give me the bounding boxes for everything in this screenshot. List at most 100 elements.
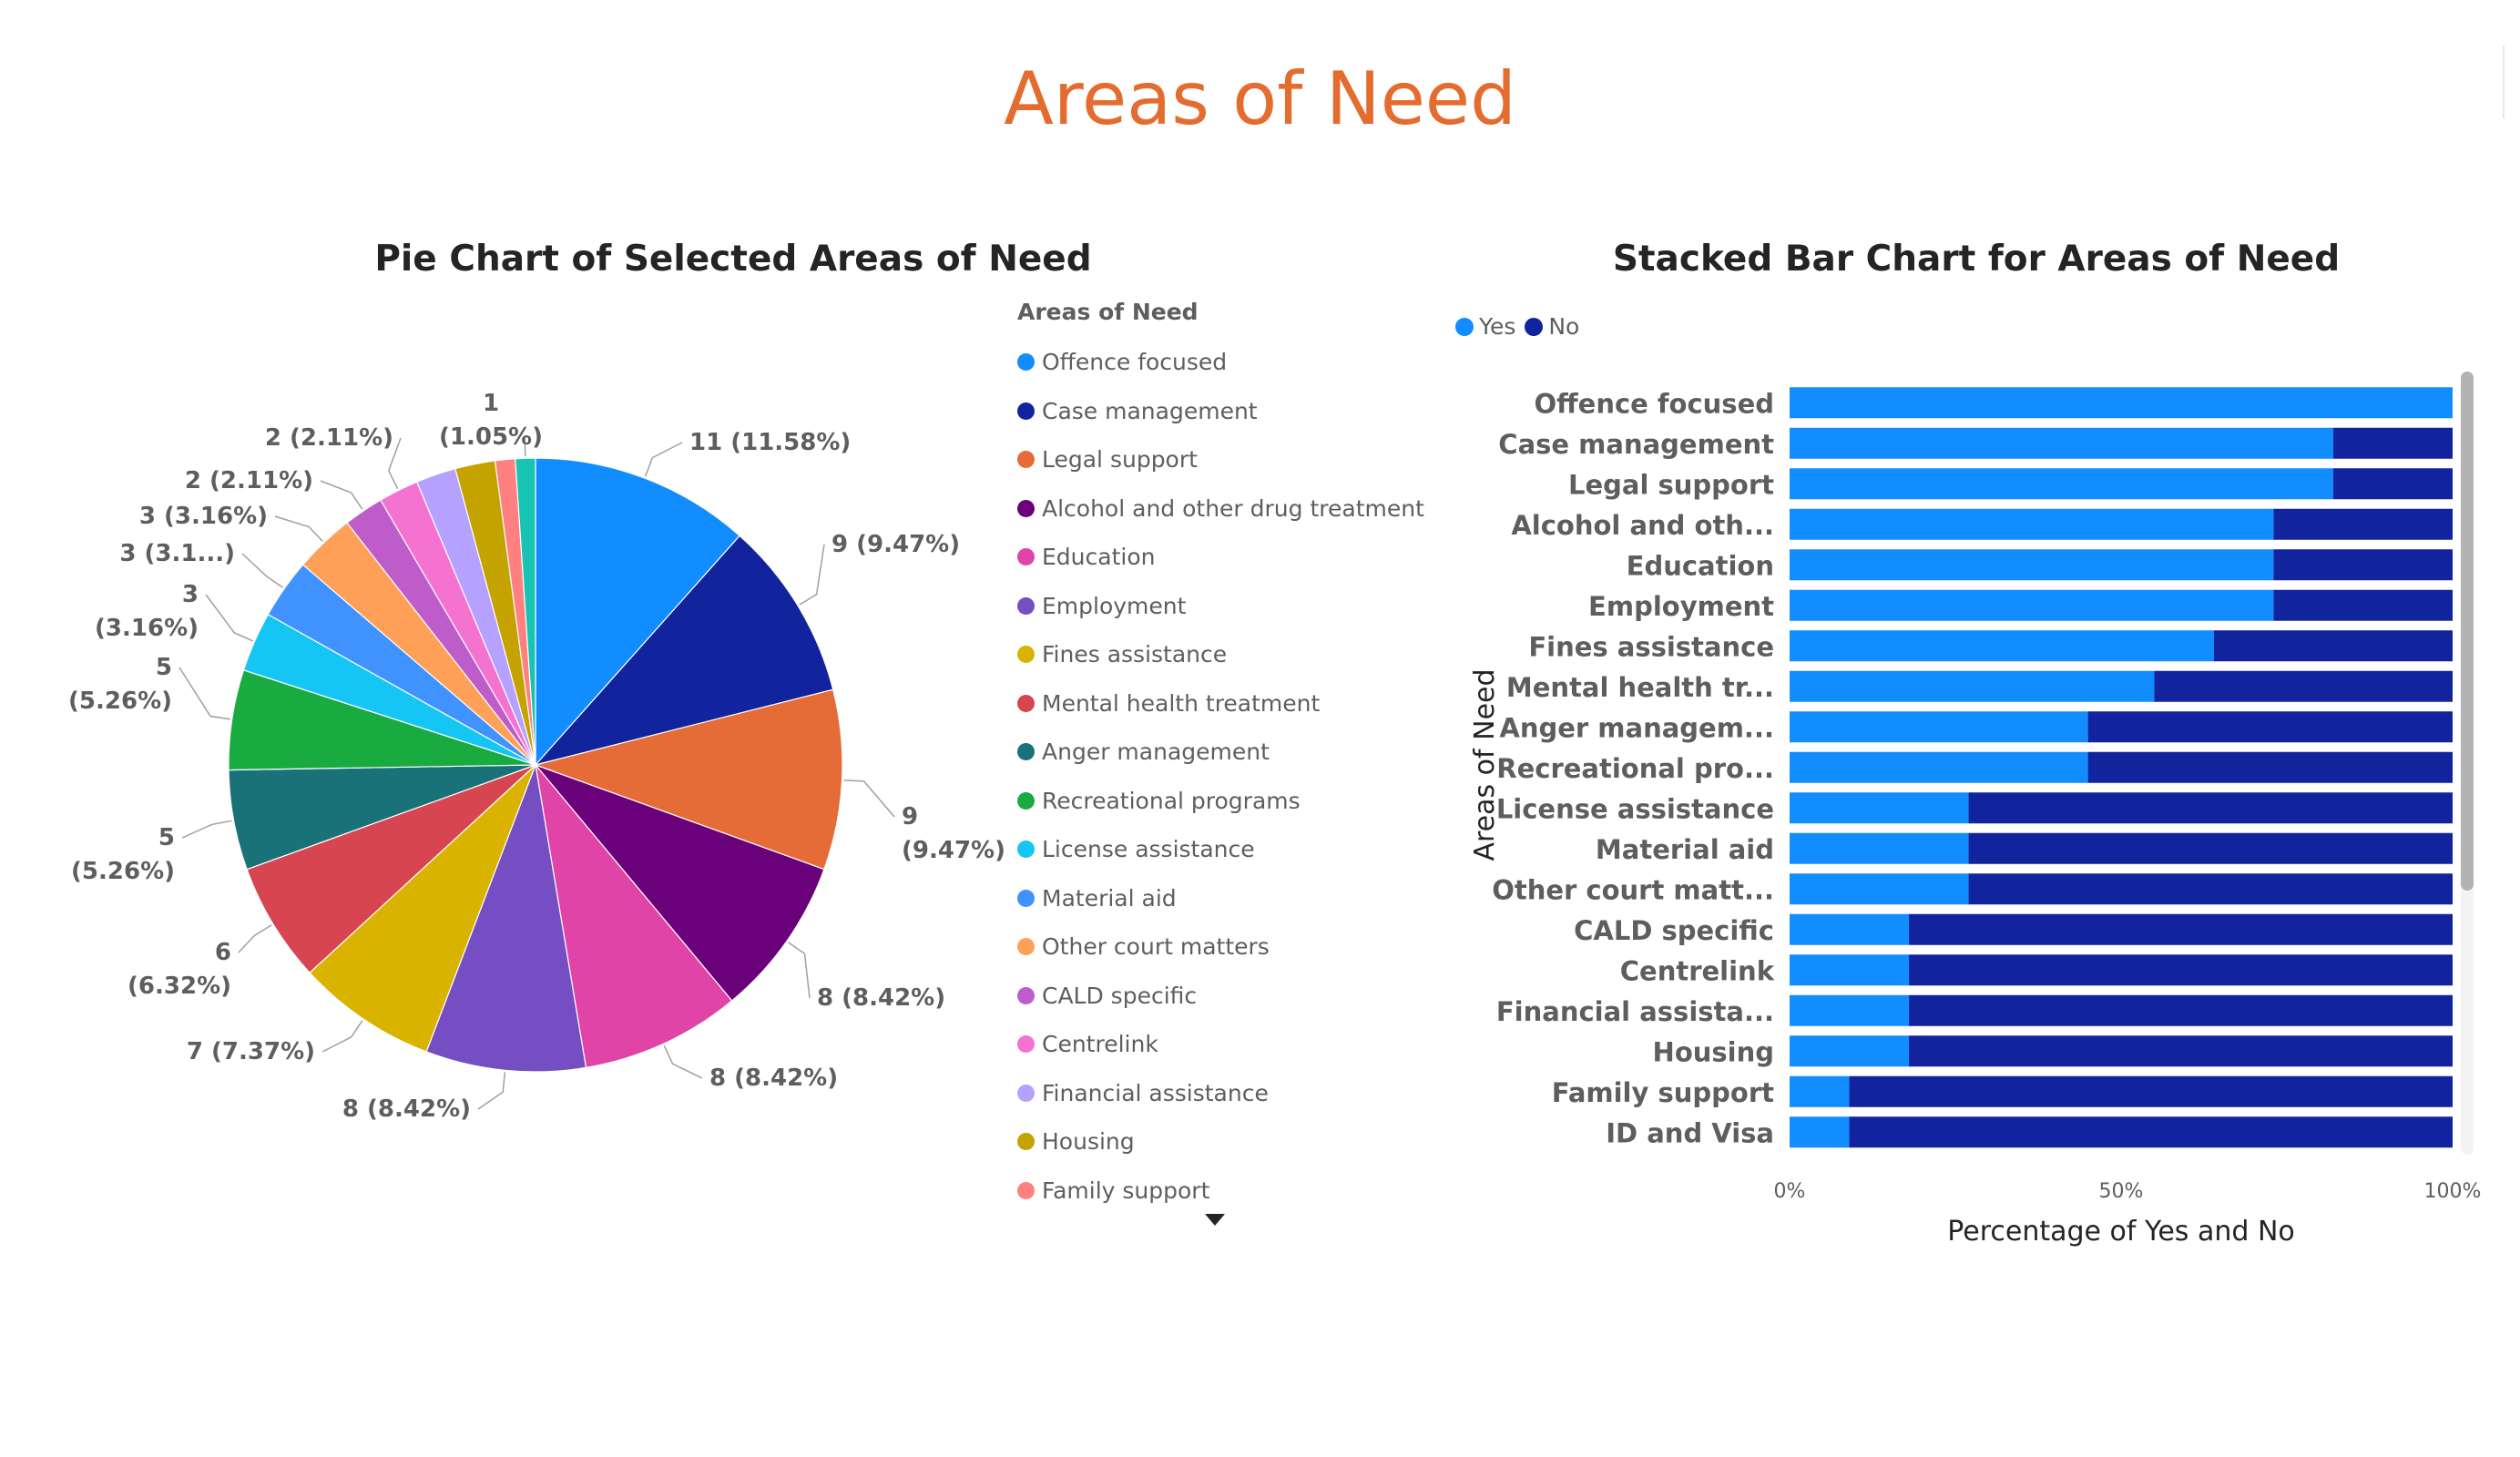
bar-category-label: Other court matt... — [1492, 874, 1774, 905]
legend-item-material-aid[interactable]: Material aid — [1017, 874, 1436, 923]
legend-scroll-down-icon[interactable] — [1205, 1214, 1225, 1226]
bar-category-label: Family support — [1552, 1077, 1774, 1108]
legend-label: Legal support — [1042, 446, 1198, 474]
bar-yes-centrelink[interactable] — [1790, 954, 1910, 986]
pie-slice-offence-focused[interactable] — [535, 457, 740, 767]
pie-slice-alcohol-and-other-drug-treatment[interactable] — [534, 763, 825, 1002]
bar-yes-cald-specific[interactable] — [1790, 913, 1910, 945]
legend-item-housing[interactable]: Housing — [1017, 1117, 1436, 1167]
bar-yes-financial-assista[interactable] — [1790, 994, 1910, 1026]
x-tick-label: 100% — [2424, 1180, 2482, 1203]
bar-yes-other-court-matt[interactable] — [1790, 873, 1969, 905]
bar-yes-case-management[interactable] — [1790, 427, 2333, 459]
legend-label: Financial assistance — [1042, 1079, 1269, 1106]
legend-item-centrelink[interactable]: Centrelink — [1017, 1020, 1436, 1069]
pie-slice-case-management[interactable] — [534, 535, 834, 767]
bar-yes-education[interactable] — [1790, 549, 2274, 581]
bar-no-mental-health-tr[interactable] — [2154, 670, 2453, 702]
bar-yes-mental-health-tr[interactable] — [1790, 670, 2155, 702]
bar-yes-offence-focused[interactable] — [1790, 387, 2453, 419]
pie-data-label: 3 (3.16%) — [95, 581, 199, 642]
pie-slice-mental-health-treatment[interactable] — [246, 764, 536, 974]
bar-yes-employment[interactable] — [1790, 589, 2274, 621]
pie-slice-legal-support[interactable] — [533, 688, 843, 871]
legend-item-education[interactable]: Education — [1017, 533, 1436, 582]
bar-yes-housing[interactable] — [1790, 1035, 1910, 1067]
pie-leader-line — [205, 594, 253, 642]
legend-item-cald-specific[interactable]: CALD specific — [1017, 972, 1436, 1021]
bar-chart-scrollbar-thumb[interactable] — [2461, 372, 2474, 891]
bar-no-id-and-visa[interactable] — [1849, 1116, 2453, 1148]
bar-yes-id-and-visa[interactable] — [1790, 1116, 1850, 1148]
bar-no-anger-managem[interactable] — [2087, 711, 2453, 743]
legend-dot — [1017, 743, 1035, 761]
bar-no-employment[interactable] — [2273, 589, 2453, 621]
pie-slice-fines-assistance[interactable] — [309, 764, 536, 1053]
legend-item-fines-assistance[interactable]: Fines assistance — [1017, 630, 1436, 679]
bar-no-centrelink[interactable] — [1909, 954, 2453, 986]
pie-slice-id-and-visa[interactable] — [515, 457, 536, 766]
bar-no-housing[interactable] — [1909, 1035, 2453, 1067]
legend-dot — [1017, 938, 1035, 956]
bar-no-alcohol-and-oth[interactable] — [2273, 508, 2453, 540]
bar-no-family-support[interactable] — [1849, 1075, 2453, 1107]
bar-no-other-court-matt[interactable] — [1968, 873, 2453, 905]
legend-item-alcohol-and-other-drug-treatment[interactable]: Alcohol and other drug treatment — [1017, 484, 1436, 534]
bar-yes-alcohol-and-oth[interactable] — [1790, 508, 2274, 540]
legend-item-no[interactable]: No — [1525, 313, 1579, 340]
bar-no-fines-assistance[interactable] — [2213, 630, 2453, 662]
legend-dot — [1017, 596, 1035, 615]
bar-no-financial-assista[interactable] — [1909, 994, 2453, 1026]
legend-item-offence-focused[interactable]: Offence focused — [1017, 338, 1436, 387]
legend-dot — [1017, 1035, 1035, 1054]
legend-item-license-assistance[interactable]: License assistance — [1017, 825, 1436, 874]
bar-no-license-assistance[interactable] — [1968, 792, 2453, 824]
pie-data-label: 5 (5.26%) — [71, 824, 175, 885]
legend-item-financial-assistance[interactable]: Financial assistance — [1017, 1069, 1436, 1118]
legend-item-employment[interactable]: Employment — [1017, 582, 1436, 631]
bar-yes-license-assistance[interactable] — [1790, 792, 1969, 824]
pie-slice-education[interactable] — [535, 762, 733, 1069]
bar-yes-family-support[interactable] — [1790, 1075, 1850, 1107]
legend-item-recreational-programs[interactable]: Recreational programs — [1017, 777, 1436, 826]
legend-item-case-management[interactable]: Case management — [1017, 387, 1436, 436]
bar-category-label: License assistance — [1496, 793, 1774, 824]
pie-chart[interactable]: 11 (11.58%) 9 (9.47%) 9 (9.47%) 8 (8.42%) 8 (… — [0, 0, 1011, 1211]
pie-slice-employment[interactable] — [425, 762, 587, 1073]
bar-category-label: Mental health tr... — [1506, 672, 1774, 703]
bar-yes-anger-managem[interactable] — [1790, 711, 2088, 743]
legend-dot — [1017, 1084, 1035, 1102]
bar-no-case-management[interactable] — [2332, 427, 2453, 459]
legend-item-yes[interactable]: Yes — [1455, 313, 1515, 340]
bar-category-label: Recreational pro... — [1496, 753, 1774, 784]
stacked-bar-chart[interactable]: Offence focused Case management Legal supp… — [0, 0, 2520, 1275]
bar-no-education[interactable] — [2273, 549, 2453, 581]
legend-dot — [1017, 694, 1035, 712]
legend-item-family-support[interactable]: Family support — [1017, 1167, 1436, 1216]
bar-category-label: Legal support — [1568, 469, 1774, 500]
bar-yes-material-aid[interactable] — [1790, 832, 1969, 864]
pie-leader-line — [181, 820, 232, 839]
bar-no-cald-specific[interactable] — [1909, 913, 2453, 945]
legend-item-anger-management[interactable]: Anger management — [1017, 728, 1436, 777]
bar-yes-fines-assistance[interactable] — [1790, 630, 2214, 662]
pie-data-label: 1 (1.05%) — [439, 390, 543, 451]
bar-category-label: Offence focused — [1535, 388, 1774, 419]
pie-chart-title: Pie Chart of Selected Areas of Need — [374, 239, 1092, 280]
x-axis-label: Percentage of Yes and No — [1947, 1216, 2295, 1248]
bar-no-legal-support[interactable] — [2332, 468, 2453, 500]
bar-no-material-aid[interactable] — [1968, 832, 2453, 864]
bar-no-recreational-pro[interactable] — [2087, 751, 2453, 783]
legend-item-legal-support[interactable]: Legal support — [1017, 435, 1436, 484]
bar-category-label: Housing — [1653, 1036, 1774, 1067]
bar-yes-legal-support[interactable] — [1790, 468, 2333, 500]
legend-item-mental-health-treatment[interactable]: Mental health treatment — [1017, 679, 1436, 728]
legend-item-other-court-matters[interactable]: Other court matters — [1017, 922, 1436, 972]
bar-yes-recreational-pro[interactable] — [1790, 751, 2088, 783]
y-axis-label: Areas of Need — [1469, 668, 1501, 861]
pie-leader-line — [477, 1072, 506, 1110]
legend-dot — [1017, 986, 1035, 1004]
bar-legend: Yes No — [1455, 313, 1588, 340]
legend-label: Housing — [1042, 1128, 1135, 1156]
pie-data-label: 7 (7.37%) — [187, 1038, 315, 1065]
